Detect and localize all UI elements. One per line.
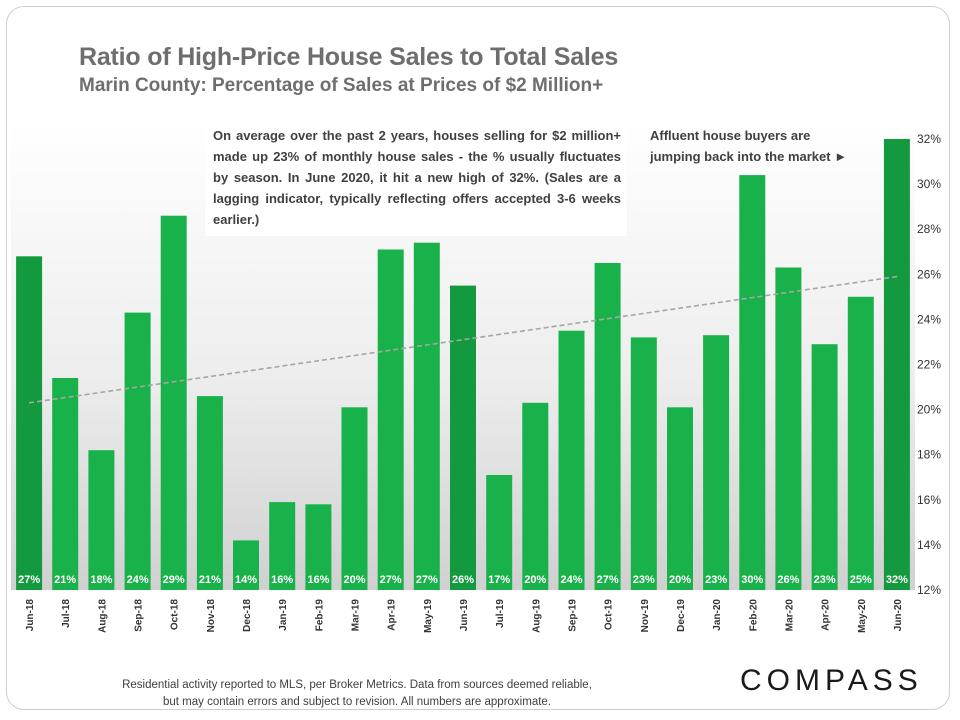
bar-label-Sep-19: 24% <box>560 574 582 586</box>
x-tick-Aug-18: Aug-18 <box>97 599 108 633</box>
x-tick-Aug-19: Aug-19 <box>531 599 542 633</box>
bar-label-Aug-19: 20% <box>524 574 546 586</box>
bar-Aug-19 <box>522 402 549 590</box>
x-tick-Oct-18: Oct-18 <box>170 599 181 631</box>
bar-label-Jun-20: 32% <box>886 574 908 586</box>
y-tick-26: 26% <box>917 267 941 281</box>
bar-Dec-19 <box>667 407 693 590</box>
bar-label-Jun-18: 27% <box>18 574 40 586</box>
x-tick-Feb-19: Feb-19 <box>314 599 325 632</box>
x-tick-Nov-18: Nov-18 <box>206 599 217 633</box>
bar-label-Mar-19: 20% <box>343 574 365 586</box>
compass-logo: COMPASS <box>740 664 923 697</box>
bar-label-Jan-20: 23% <box>705 574 727 586</box>
x-tick-Mar-19: Mar-19 <box>351 599 362 632</box>
x-tick-Dec-19: Dec-19 <box>676 599 687 632</box>
footer-line-2: but may contain errors and subject to re… <box>163 696 551 708</box>
bar-label-Nov-19: 23% <box>633 574 655 586</box>
bar-label-Feb-19: 16% <box>307 574 329 586</box>
bar-Feb-19 <box>305 504 332 590</box>
bar-Mar-19 <box>341 407 368 590</box>
bar-Oct-19 <box>594 263 621 590</box>
bar-label-May-19: 27% <box>416 574 438 586</box>
footer-disclaimer: Residential activity reported to MLS, pe… <box>67 677 647 709</box>
x-tick-May-20: May-20 <box>857 599 868 633</box>
bar-Jul-19 <box>486 475 513 590</box>
x-tick-Jun-18: Jun-18 <box>25 599 36 632</box>
x-tick-Jan-20: Jan-20 <box>712 599 723 631</box>
bar-Jul-18 <box>52 378 79 590</box>
x-tick-Nov-19: Nov-19 <box>640 599 651 633</box>
x-tick-May-19: May-19 <box>423 599 434 633</box>
bar-label-May-20: 25% <box>850 574 872 586</box>
bar-label-Apr-20: 23% <box>814 574 836 586</box>
x-tick-Jun-20: Jun-20 <box>893 599 904 632</box>
bar-label-Oct-19: 27% <box>597 574 619 586</box>
y-tick-28: 28% <box>917 222 941 236</box>
callout-annotation: Affluent house buyers are jumping back i… <box>650 125 880 167</box>
bar-Apr-20 <box>811 344 838 590</box>
x-tick-Sep-18: Sep-18 <box>134 599 145 632</box>
callout-line-1: Affluent house buyers are <box>650 128 811 143</box>
bar-Jan-19 <box>269 502 296 590</box>
x-tick-Jul-19: Jul-19 <box>495 599 506 628</box>
bar-Feb-20 <box>739 175 766 590</box>
x-tick-Sep-19: Sep-19 <box>568 599 579 632</box>
bar-label-Oct-18: 29% <box>163 574 185 586</box>
bar-Apr-19 <box>377 249 404 590</box>
x-tick-Jun-19: Jun-19 <box>459 599 470 632</box>
bar-label-Jul-19: 17% <box>488 574 510 586</box>
y-tick-32: 32% <box>917 132 941 146</box>
y-tick-24: 24% <box>917 312 941 326</box>
bar-May-20 <box>847 296 874 590</box>
y-tick-30: 30% <box>917 177 941 191</box>
y-tick-12: 12% <box>917 583 941 597</box>
y-tick-22: 22% <box>917 358 941 372</box>
bar-Aug-18 <box>88 450 115 590</box>
trendline <box>28 275 898 404</box>
chart-title: Ratio of High-Price House Sales to Total… <box>79 43 619 71</box>
bar-Jun-20 <box>883 139 910 590</box>
bar-chart: 27% 21% 18% 24% 29% 21% 14% 16% 16% 20% 27% 27% 26% 1… <box>11 121 941 633</box>
footer-line-1: Residential activity reported to MLS, pe… <box>122 679 592 691</box>
x-tick-Mar-20: Mar-20 <box>784 599 795 632</box>
x-tick-Dec-18: Dec-18 <box>242 599 253 632</box>
x-tick-Apr-19: Apr-19 <box>387 599 398 631</box>
bar-label-Dec-19: 20% <box>669 574 691 586</box>
callout-line-2: jumping back into the market ► <box>650 149 848 164</box>
bar-label-Mar-20: 26% <box>777 574 799 586</box>
bar-Nov-19 <box>630 337 657 590</box>
x-tick-Oct-19: Oct-19 <box>604 599 615 631</box>
bar-Jan-20 <box>703 335 730 590</box>
chart-frame: Ratio of High-Price House Sales to Total… <box>6 6 950 710</box>
x-tick-Jan-19: Jan-19 <box>278 599 289 631</box>
bar-Nov-18 <box>196 396 223 590</box>
bar-label-Dec-18: 14% <box>235 574 257 586</box>
y-tick-20: 20% <box>917 403 941 417</box>
bar-label-Jun-19: 26% <box>452 574 474 586</box>
bar-label-Feb-20: 30% <box>741 574 763 586</box>
annotation-note: On average over the past 2 years, houses… <box>205 121 627 236</box>
bar-label-Apr-19: 27% <box>380 574 402 586</box>
bar-label-Sep-18: 24% <box>127 574 149 586</box>
bar-Sep-18 <box>124 312 151 590</box>
bar-May-19 <box>413 242 440 590</box>
x-tick-Feb-20: Feb-20 <box>748 599 759 632</box>
bar-Oct-18 <box>160 215 187 590</box>
y-tick-18: 18% <box>917 448 941 462</box>
bar-label-Jan-19: 16% <box>271 574 293 586</box>
bar-Dec-18 <box>233 540 259 590</box>
bar-Jun-18 <box>16 256 43 590</box>
bar-Sep-19 <box>558 330 585 590</box>
chart-subtitle: Marin County: Percentage of Sales at Pri… <box>79 75 604 96</box>
x-tick-Apr-20: Apr-20 <box>821 599 832 631</box>
y-tick-14: 14% <box>917 538 941 552</box>
bar-label-Nov-18: 21% <box>199 574 221 586</box>
bar-label-Jul-18: 21% <box>54 574 76 586</box>
bar-label-Aug-18: 18% <box>90 574 112 586</box>
bar-Jun-19 <box>450 285 476 590</box>
x-tick-Jul-18: Jul-18 <box>61 599 72 628</box>
bar-Mar-20 <box>775 267 802 590</box>
y-tick-16: 16% <box>917 493 941 507</box>
